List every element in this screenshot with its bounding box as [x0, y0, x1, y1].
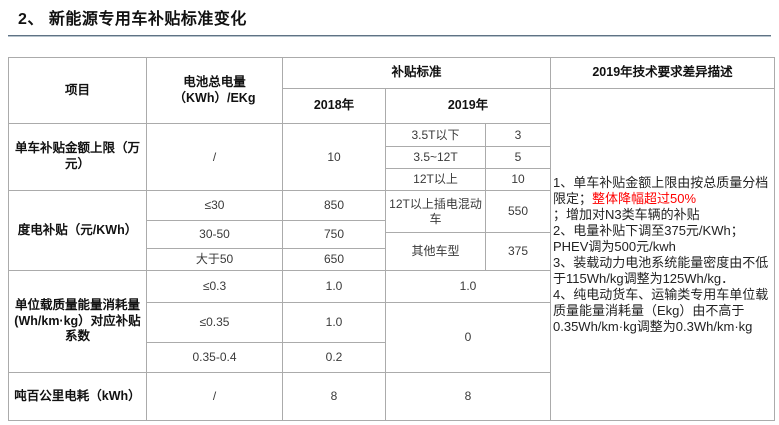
cell-load-2018-3: 0.2 [283, 343, 386, 373]
cell-cap-2018: 10 [283, 124, 386, 191]
header-battery-capacity: 电池总电量（KWh）/EKg [147, 58, 283, 124]
cell-load-range-3: 0.35-0.4 [147, 343, 283, 373]
subsidy-standards-table: 项目 电池总电量（KWh）/EKg 补贴标准 2019年技术要求差异描述 201… [8, 57, 775, 421]
cell-cap-2019-type-1: 3.5T以下 [386, 124, 486, 147]
cell-cap-2019-type-2: 3.5~12T [386, 147, 486, 169]
cell-kwh-2018-2: 750 [283, 221, 386, 249]
cell-cap-2019-value-2: 5 [486, 147, 551, 169]
cell-load-2018-2: 1.0 [283, 303, 386, 343]
cell-cap-2019-value-3: 10 [486, 169, 551, 191]
cell-kwh-2019-value-2: 375 [486, 233, 551, 271]
cell-kwh-range-2: 30-50 [147, 221, 283, 249]
label-per-kwh-subsidy: 度电补贴（元/KWh） [9, 191, 147, 271]
cell-cap-2019-value-1: 3 [486, 124, 551, 147]
cell-kwh-2018-1: 850 [283, 191, 386, 221]
label-per-100km: 吨百公里电耗（kWh） [9, 373, 147, 420]
header-item: 项目 [9, 58, 147, 124]
cell-kwh-2018-3: 650 [283, 249, 386, 271]
cell-100km-battery: / [147, 373, 283, 420]
header-subsidy-standard: 补贴标准 [283, 58, 551, 89]
title-rule-divider [8, 35, 771, 37]
cell-kwh-range-3: 大于50 [147, 249, 283, 271]
cell-cap-2019-type-3: 12T以上 [386, 169, 486, 191]
cell-load-2018-1: 1.0 [283, 271, 386, 303]
cell-load-2019-2: 0 [386, 303, 551, 373]
page-title: 2、 新能源专用车补贴标准变化 [18, 11, 247, 28]
label-energy-per-load: 单位载质量能量消耗量(Wh/km·kg）对应补贴系数 [9, 271, 147, 373]
cell-kwh-2019-type-2: 其他车型 [386, 233, 486, 271]
tech-desc-text: 1、单车补贴金额上限由按总质量分档限定；整体降幅超过50% ；增加对N3类车辆的… [553, 174, 769, 334]
header-tech-requirement-desc: 2019年技术要求差异描述 [551, 58, 774, 89]
header-year-2019: 2019年 [386, 89, 551, 124]
cell-100km-2019: 8 [386, 373, 551, 420]
cell-kwh-2019-type-1: 12T以上插电混动车 [386, 191, 486, 233]
cell-100km-2018: 8 [283, 373, 386, 420]
header-year-2018: 2018年 [283, 89, 386, 124]
cell-load-2019-1: 1.0 [386, 271, 551, 303]
cell-kwh-range-1: ≤30 [147, 191, 283, 221]
cell-kwh-2019-value-1: 550 [486, 191, 551, 233]
cell-load-range-2: ≤0.35 [147, 303, 283, 343]
label-per-vehicle-cap: 单车补贴金额上限（万元） [9, 124, 147, 191]
cell-load-range-1: ≤0.3 [147, 271, 283, 303]
cell-cap-battery: / [147, 124, 283, 191]
tech-desc-cell: 1、单车补贴金额上限由按总质量分档限定；整体降幅超过50% ；增加对N3类车辆的… [551, 89, 774, 420]
